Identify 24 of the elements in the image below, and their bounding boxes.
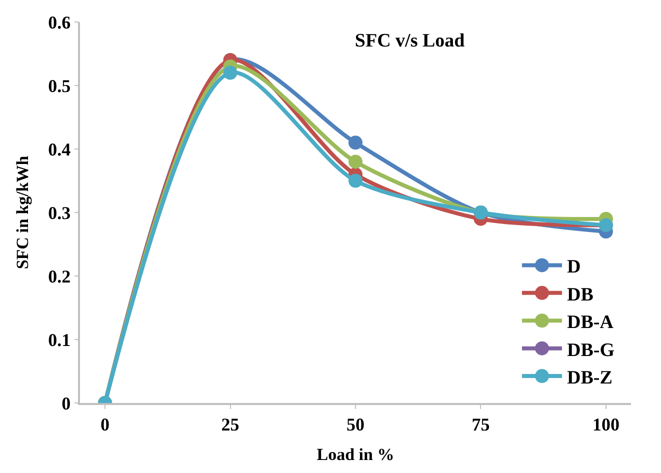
y-axis-title: SFC in kg/kWh bbox=[13, 155, 32, 270]
y-tick-label: 0.5 bbox=[48, 76, 71, 96]
x-tick-label: 100 bbox=[592, 414, 620, 434]
y-tick-label: 0.6 bbox=[48, 12, 71, 32]
legend-label: DB bbox=[566, 284, 594, 306]
legend-label: DB-G bbox=[566, 340, 615, 361]
chart-title: SFC v/s Load bbox=[354, 30, 466, 52]
point bbox=[348, 174, 362, 188]
point bbox=[223, 66, 238, 80]
x-axis-title: Load in % bbox=[316, 445, 394, 464]
x-tick-label: 75 bbox=[472, 414, 490, 434]
legend-label: DB-Z bbox=[566, 367, 612, 388]
legend-label: D bbox=[566, 256, 581, 278]
point bbox=[348, 154, 362, 169]
x-tick-label: 25 bbox=[221, 414, 240, 434]
point bbox=[348, 136, 362, 150]
y-tick-label: 0.4 bbox=[48, 139, 71, 160]
legend-label: DB-A bbox=[566, 312, 614, 334]
y-tick-label: 0.1 bbox=[48, 330, 71, 350]
x-tick-label: 50 bbox=[346, 414, 364, 434]
y-tick-label: 0.2 bbox=[48, 266, 71, 286]
y-tick-label: 0.3 bbox=[48, 202, 71, 223]
x-tick-label: 0 bbox=[100, 414, 110, 434]
y-tick-label: 0 bbox=[62, 393, 71, 414]
